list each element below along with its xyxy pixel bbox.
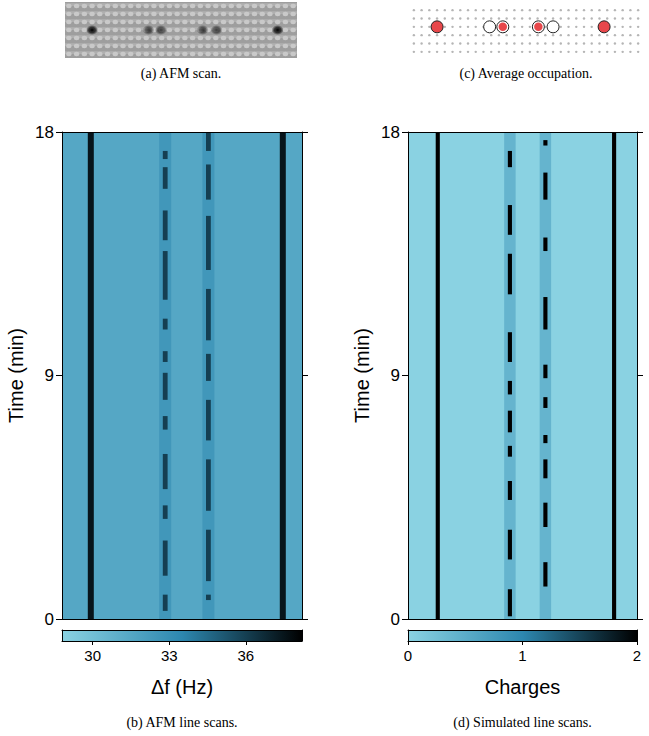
svg-text:18: 18	[381, 123, 400, 142]
svg-text:36: 36	[237, 647, 254, 664]
svg-text:0: 0	[391, 610, 400, 629]
svg-text:0: 0	[45, 610, 54, 629]
svg-text:9: 9	[45, 366, 54, 385]
svg-text:(b) AFM line scans.: (b) AFM line scans.	[126, 715, 237, 731]
svg-text:1: 1	[518, 647, 526, 664]
svg-text:(a) AFM scan.: (a) AFM scan.	[141, 66, 222, 82]
svg-text:0: 0	[404, 647, 412, 664]
svg-text:9: 9	[391, 366, 400, 385]
svg-text:Time (min): Time (min)	[351, 328, 373, 423]
svg-text:Δf (Hz): Δf (Hz)	[151, 676, 213, 698]
svg-text:(d) Simulated line scans.: (d) Simulated line scans.	[453, 715, 591, 731]
svg-text:30: 30	[84, 647, 101, 664]
svg-text:Time (min): Time (min)	[5, 328, 27, 423]
svg-text:33: 33	[161, 647, 178, 664]
svg-text:18: 18	[35, 123, 54, 142]
svg-text:2: 2	[633, 647, 641, 664]
svg-text:Charges: Charges	[485, 676, 561, 698]
svg-text:(c) Average occupation.: (c) Average occupation.	[459, 66, 592, 82]
